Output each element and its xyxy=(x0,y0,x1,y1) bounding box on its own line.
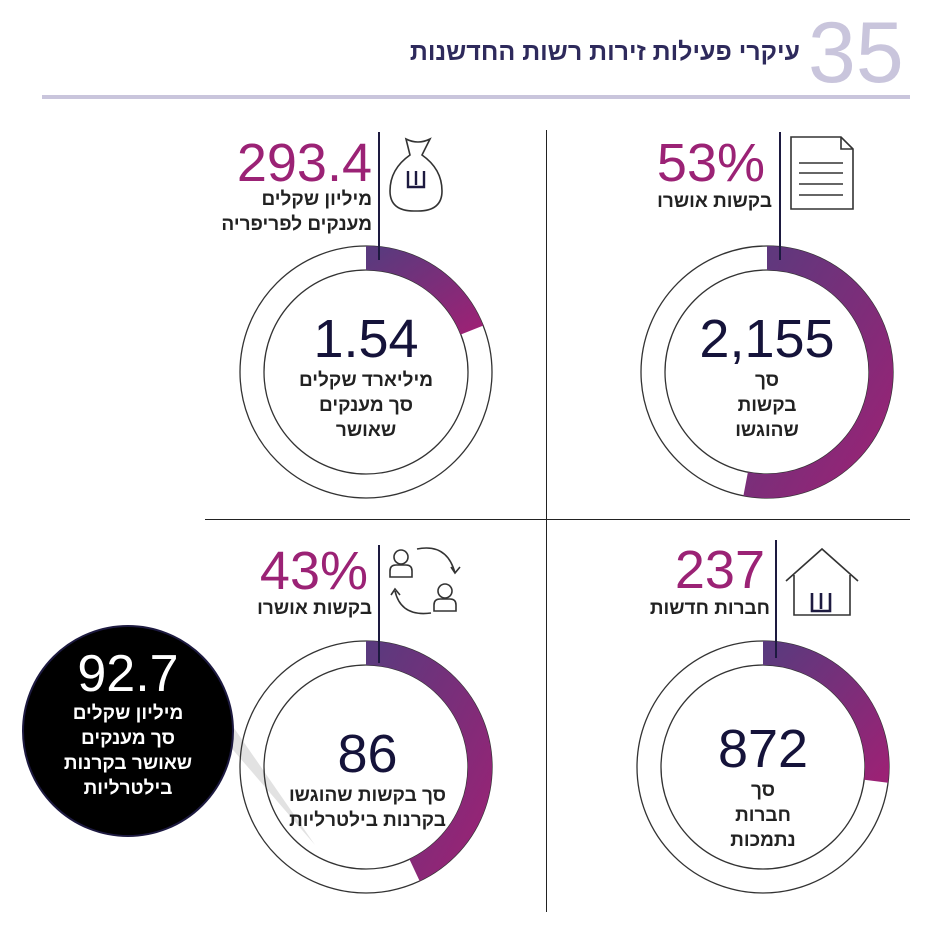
center-value: 1.54 xyxy=(313,309,419,369)
donut-arc xyxy=(365,641,492,882)
stat-tick xyxy=(779,132,781,260)
stat-tick xyxy=(378,132,380,260)
center-line: מיליארד שקלים xyxy=(299,370,433,391)
stat-label: מיליון שקלים xyxy=(261,189,373,210)
house-shekel-icon xyxy=(785,547,859,616)
stat-label: בקשות אושרו xyxy=(257,598,372,619)
page-number: 35 xyxy=(808,5,904,101)
stat-value: 53% xyxy=(656,133,765,193)
page-title: עיקרי פעילות זירות רשות החדשנות xyxy=(409,38,800,66)
vertical-divider xyxy=(546,130,547,912)
callout-line: מיליון שקלים xyxy=(72,703,184,724)
center-line: חברות xyxy=(735,805,791,826)
center-line: בקרנות בילטרליות xyxy=(289,810,446,831)
center-label: 1.54 מיליארד שקלים סך מענקים שאושר xyxy=(266,310,466,443)
callout-value: 92.7 xyxy=(77,645,179,703)
donut-arc xyxy=(365,246,484,335)
document-icon xyxy=(790,136,854,210)
stat-value: 43% xyxy=(259,541,368,601)
stat-label: חברות חדשות xyxy=(649,598,770,619)
stat-label: מענקים לפריפריה xyxy=(221,214,372,235)
header-divider xyxy=(42,95,910,99)
center-line: סך מענקים xyxy=(319,395,413,416)
center-line: שאושר xyxy=(335,420,397,441)
stat-label: בקשות אושרו xyxy=(657,191,772,212)
center-line: סך xyxy=(750,780,776,801)
money-bag-shekel-icon xyxy=(389,137,443,212)
callout-line: שאושר בקרנות xyxy=(63,753,193,774)
center-label: 2,155 סך בקשות שהוגשו xyxy=(667,310,867,443)
center-line: שהוגשו xyxy=(735,420,799,441)
horizontal-divider xyxy=(205,519,910,520)
center-line: סך בקשות שהוגשו xyxy=(288,785,447,806)
center-label: 86 סך בקשות שהוגשו בקרנות בילטרליות xyxy=(260,725,475,833)
center-value: 872 xyxy=(717,719,809,779)
center-line: בקשות xyxy=(737,395,797,416)
stat-tick xyxy=(775,540,777,658)
donut-arc xyxy=(762,641,889,783)
callout-line: בילטרליות xyxy=(83,778,173,799)
stat-tick xyxy=(378,545,380,663)
center-value: 2,155 xyxy=(699,309,835,369)
callout-line: סך מענקים xyxy=(81,728,175,749)
people-exchange-icon xyxy=(389,547,461,615)
center-line: נתמכות xyxy=(730,830,796,851)
callout-bubble: 92.7 מיליון שקלים סך מענקים שאושר בקרנות… xyxy=(22,625,234,837)
stat-value: 293.4 xyxy=(236,133,372,193)
center-line: סך xyxy=(754,370,780,391)
center-value: 86 xyxy=(337,724,398,784)
donut-arc xyxy=(743,246,893,498)
center-label: 872 סך חברות נתמכות xyxy=(663,720,863,853)
stat-value: 237 xyxy=(674,540,765,600)
